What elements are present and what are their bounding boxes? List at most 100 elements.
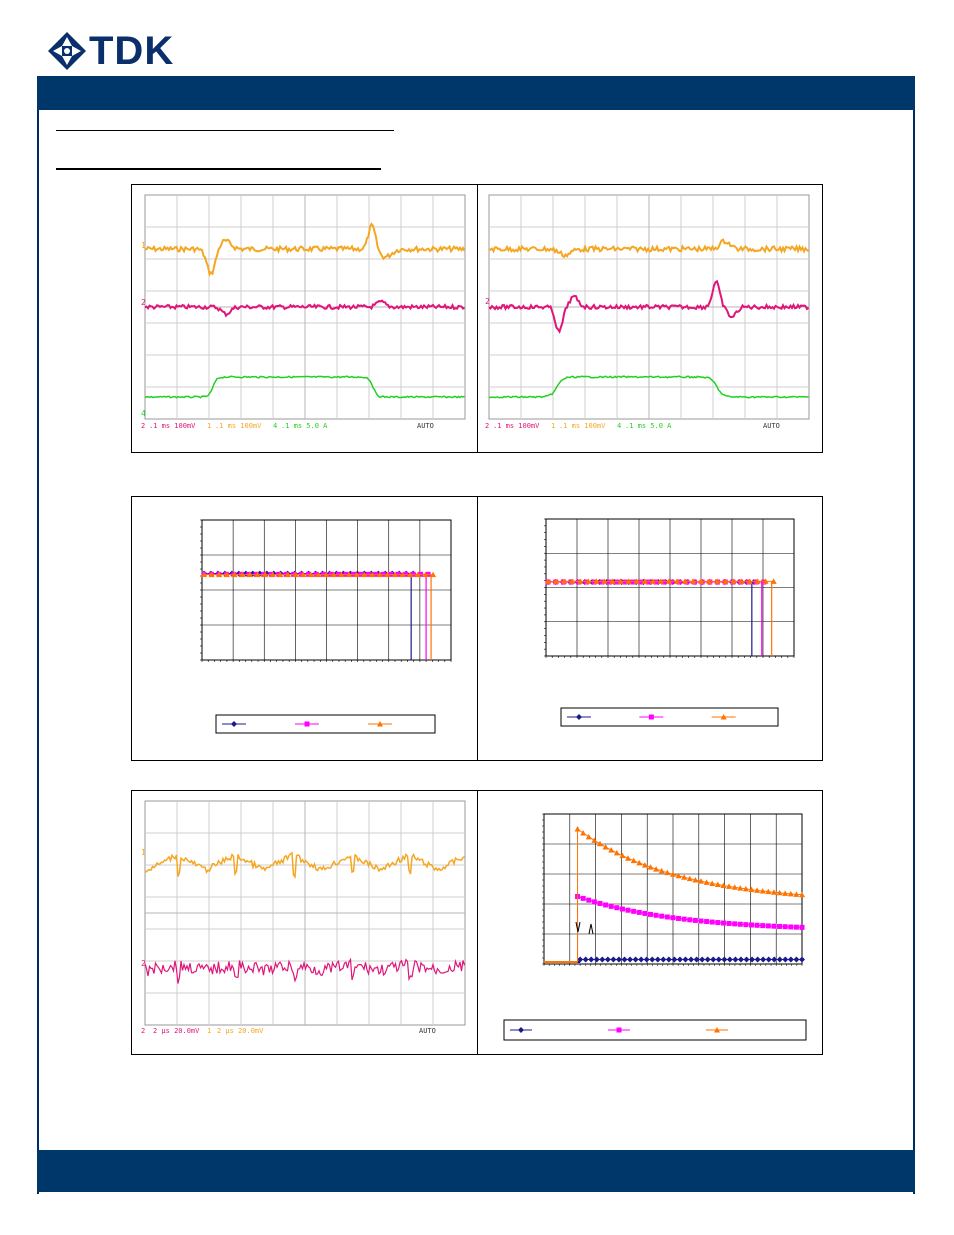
scope-2-ch4-setting: .1 ms 5.0 A	[625, 422, 672, 430]
scope-1-marker-4: 4	[141, 409, 146, 418]
scope-1-marker-1: 1	[141, 241, 146, 250]
line-chart-1	[200, 519, 452, 734]
scope-3-ch1-setting: 2 µs 20.0mV	[217, 1027, 264, 1035]
scope-2-ch4-label: 4	[617, 422, 621, 430]
series-point	[715, 956, 722, 963]
scope-2-ch2-label: 2	[485, 422, 489, 430]
legend-swatch-marker	[377, 721, 383, 727]
series-point	[765, 923, 771, 929]
series-point	[643, 956, 650, 963]
series-point	[649, 956, 656, 963]
series-point	[692, 917, 698, 923]
series-point	[738, 578, 745, 584]
series-point	[292, 571, 299, 578]
scope-1-ch4-setting: .1 ms 5.0 A	[281, 422, 328, 430]
series-point	[664, 914, 670, 920]
scope-3-ch2-trace	[144, 957, 466, 984]
series-point	[726, 883, 733, 889]
series-point	[300, 571, 307, 578]
series-point	[391, 571, 398, 578]
scope-3-ch2-label: 2	[141, 1027, 145, 1035]
chart-legend	[503, 1019, 807, 1041]
series-point	[737, 921, 743, 927]
series-point	[407, 571, 414, 578]
series-point	[686, 875, 693, 882]
legend-swatch-marker	[616, 1027, 622, 1033]
series-point	[726, 956, 733, 963]
series-point	[799, 891, 805, 898]
series-point	[630, 579, 636, 585]
series-point	[625, 578, 632, 584]
series-point	[671, 956, 678, 963]
series-point	[787, 890, 794, 897]
series-point	[586, 897, 592, 903]
series-point	[754, 887, 761, 893]
series-point	[625, 855, 632, 861]
series-point	[591, 899, 597, 905]
scope-3-marker-2: 2	[141, 959, 146, 968]
series-point	[582, 956, 589, 963]
series-point	[706, 578, 713, 584]
series-point	[630, 857, 637, 864]
series-point	[338, 571, 345, 578]
legend-swatch-marker	[576, 714, 582, 720]
scope-1-ch4-label: 4	[273, 422, 277, 430]
series-point	[577, 956, 584, 963]
series-point	[670, 915, 676, 921]
series-point	[577, 578, 584, 584]
series-point	[637, 579, 643, 585]
scope-1-ch2-setting: .1 ms 100mV	[149, 422, 196, 430]
series-point	[688, 956, 695, 963]
series-point	[762, 578, 769, 584]
series-point	[545, 578, 551, 584]
series-point	[665, 578, 672, 584]
series-point	[690, 578, 697, 584]
series-point	[613, 849, 620, 856]
series-point	[793, 924, 799, 930]
series-point	[641, 578, 648, 584]
series-point	[748, 922, 754, 928]
series-point	[659, 913, 665, 919]
series-point	[664, 869, 671, 876]
series-point	[642, 910, 648, 916]
series-point	[682, 956, 689, 963]
series-point	[787, 956, 794, 963]
series-point	[732, 921, 738, 927]
series-point	[730, 578, 737, 584]
series-point	[201, 571, 207, 578]
series-point	[608, 903, 614, 909]
scope-1-marker-2: 2	[141, 298, 146, 307]
scope-1-mode: AUTO	[417, 422, 434, 430]
series-point	[754, 922, 760, 928]
series-point	[676, 915, 682, 921]
series-point	[580, 895, 586, 901]
scope-1-ch1-setting: .1 ms 100mV	[215, 422, 262, 430]
series-point	[698, 918, 704, 924]
page-frame	[37, 76, 915, 1194]
series-point	[617, 578, 624, 584]
scope-3-ch1-label: 1	[207, 1027, 211, 1035]
series-point	[593, 956, 600, 963]
series-point	[771, 956, 778, 963]
series-point	[422, 571, 429, 578]
legend-swatch-marker	[720, 714, 727, 720]
series-point	[599, 956, 606, 963]
series-point	[262, 571, 269, 578]
legend-swatch-marker	[518, 1027, 524, 1033]
series-point	[782, 956, 789, 963]
series-point	[284, 571, 291, 578]
legend-swatch-marker	[714, 1027, 720, 1033]
series-point	[765, 956, 772, 963]
series-point	[770, 578, 777, 584]
series-point	[793, 891, 800, 897]
tdk-star-icon	[48, 32, 86, 70]
series-point	[760, 923, 766, 929]
series-point	[732, 956, 739, 963]
series-point	[638, 956, 645, 963]
series-point	[384, 571, 391, 578]
series-point	[596, 840, 603, 847]
series-point	[608, 847, 615, 853]
series-point	[585, 833, 592, 840]
series-point	[731, 884, 738, 890]
legend-box	[503, 1019, 807, 1041]
